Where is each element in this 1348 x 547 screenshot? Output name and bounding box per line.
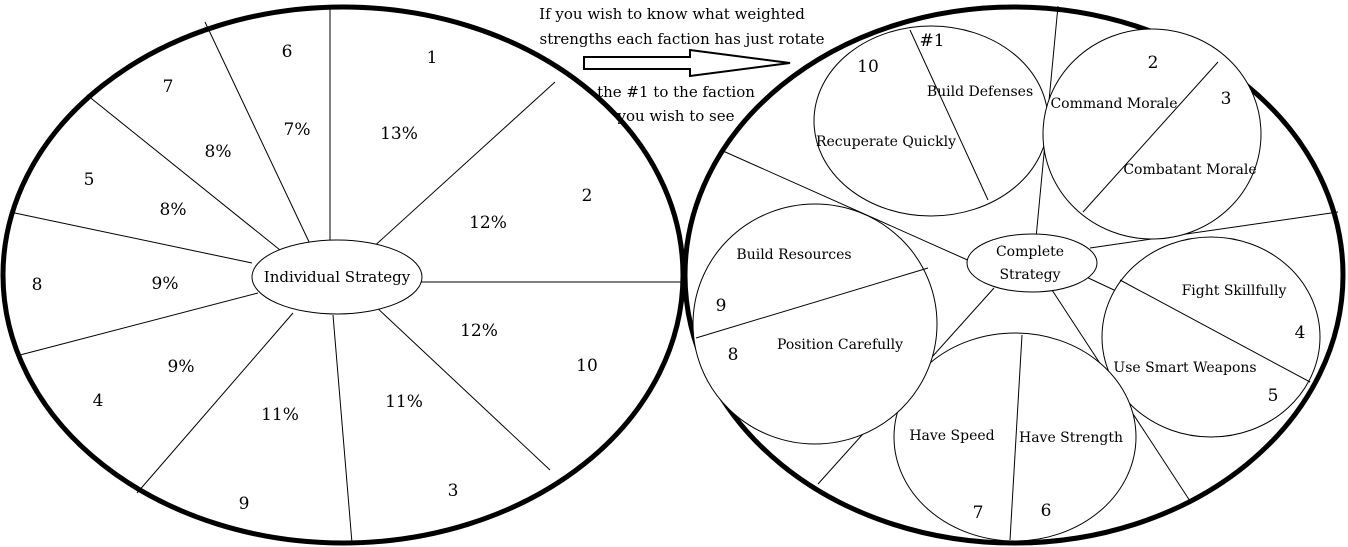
- sector-percent: 11%: [261, 405, 299, 425]
- faction-number: 2: [1148, 53, 1159, 73]
- faction-number: 6: [1041, 501, 1052, 521]
- faction-circle-outline: [893, 332, 1137, 542]
- faction-circle-outline: [813, 25, 1049, 217]
- faction-circle-morale: Command Morale Combatant Morale 2 3: [1042, 28, 1262, 240]
- faction-number: 9: [716, 296, 727, 316]
- faction-number: 7: [973, 503, 984, 523]
- faction-label: Build Resources: [736, 247, 851, 263]
- sector-number: 2: [582, 186, 593, 206]
- sector-percent: 11%: [385, 392, 423, 412]
- spoke: [136, 312, 294, 494]
- right-center-label-line1: Complete: [996, 244, 1064, 260]
- sector-percent: 13%: [380, 124, 418, 144]
- faction-label: Have Strength: [1019, 430, 1123, 446]
- faction-number: 10: [857, 57, 879, 77]
- note-line: the #1 to the faction: [597, 83, 755, 101]
- spoke: [373, 304, 551, 471]
- spoke: [722, 150, 973, 263]
- sector-percent: 12%: [469, 213, 507, 233]
- faction-label: Combatant Morale: [1123, 162, 1256, 178]
- sector-number: 6: [282, 42, 293, 62]
- spoke: [332, 314, 353, 544]
- sector-percent: 8%: [160, 200, 187, 220]
- circle-divider: [909, 29, 989, 201]
- faction-number: 5: [1268, 386, 1279, 406]
- spoke: [204, 21, 311, 245]
- faction-circle-outline: [1101, 236, 1321, 438]
- faction-circle-resources: Build Resources Position Carefully 9 8: [692, 203, 938, 445]
- faction-label: Recuperate Quickly: [816, 134, 956, 150]
- note-line: If you wish to know what weighted: [539, 5, 805, 23]
- sector-number: 9: [239, 494, 250, 514]
- faction-number: 8: [728, 345, 739, 365]
- sector-percent: 12%: [460, 321, 498, 341]
- sector-number: 3: [448, 481, 459, 501]
- faction-circle-defenses: Build Defenses Recuperate Quickly #1 10: [813, 25, 1049, 217]
- spoke: [86, 94, 281, 251]
- faction-circle-speed: Have Strength Have Speed 6 7: [893, 332, 1137, 542]
- right-center-hub: [966, 233, 1098, 293]
- faction-label: Position Carefully: [777, 337, 903, 353]
- faction-number: 3: [1221, 89, 1232, 109]
- sector-percent: 9%: [152, 274, 179, 294]
- faction-circle-outline: [692, 203, 938, 445]
- right-center-label-line2: Strategy: [999, 267, 1060, 283]
- left-sector-percents: 13% 12% 12% 11% 11% 9% 9% 8% 8% 7%: [152, 120, 507, 425]
- faction-label: Build Defenses: [927, 84, 1033, 100]
- faction-circle-outline: [1042, 28, 1262, 240]
- sector-number: 1: [427, 48, 438, 68]
- sector-number: 8: [32, 275, 43, 295]
- faction-label: Command Morale: [1050, 96, 1177, 112]
- right-wheel-outline: [682, 4, 1346, 546]
- faction-label: Fight Skillfully: [1182, 283, 1287, 299]
- faction-circle-fight: Fight Skillfully Use Smart Weapons 4 5: [1101, 236, 1321, 438]
- sector-number: 7: [163, 77, 174, 97]
- sector-percent: 8%: [205, 142, 232, 162]
- rotation-note: If you wish to know what weighted streng…: [539, 5, 824, 125]
- sector-percent: 7%: [284, 120, 311, 140]
- note-line: strengths each faction has just rotate: [540, 30, 825, 48]
- left-wheel-spokes: [9, 5, 682, 544]
- spoke: [1089, 211, 1339, 249]
- complete-strategy-wheel: Complete Strategy Build Defenses Recuper…: [682, 4, 1346, 546]
- sector-number: 10: [576, 356, 598, 376]
- left-center-label: Individual Strategy: [264, 268, 411, 286]
- spoke: [19, 292, 259, 356]
- sector-percent: 9%: [168, 357, 195, 377]
- individual-strategy-wheel: Individual Strategy 1 2 10 3 9 4 8 5 7 6…: [0, 4, 686, 546]
- circle-divider: [1009, 334, 1023, 541]
- sector-number: 4: [93, 391, 104, 411]
- faction-number: 4: [1295, 323, 1306, 343]
- arrow-right-icon: [583, 48, 791, 78]
- circle-divider: [1082, 61, 1219, 213]
- faction-number: #1: [919, 31, 944, 51]
- note-line: you wish to see: [617, 107, 735, 125]
- left-sector-numbers: 1 2 10 3 9 4 8 5 7 6: [32, 42, 598, 514]
- circle-divider: [695, 267, 929, 339]
- left-center-hub: [251, 239, 423, 315]
- faction-label: Have Speed: [909, 428, 994, 444]
- sector-number: 5: [84, 170, 95, 190]
- spoke: [369, 81, 556, 251]
- circle-divider: [1119, 279, 1311, 383]
- faction-label: Use Smart Weapons: [1113, 360, 1256, 376]
- spoke: [9, 211, 253, 264]
